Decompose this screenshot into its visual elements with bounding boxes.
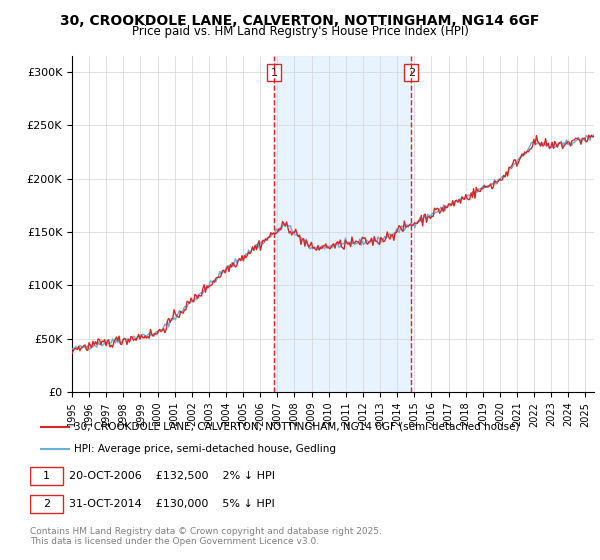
Text: 2: 2 bbox=[43, 499, 50, 509]
Text: 30, CROOKDOLE LANE, CALVERTON, NOTTINGHAM, NG14 6GF (semi-detached house): 30, CROOKDOLE LANE, CALVERTON, NOTTINGHA… bbox=[74, 422, 520, 432]
Text: 20-OCT-2006    £132,500    2% ↓ HPI: 20-OCT-2006 £132,500 2% ↓ HPI bbox=[68, 471, 275, 481]
Text: 2: 2 bbox=[408, 68, 415, 78]
FancyBboxPatch shape bbox=[30, 467, 63, 485]
Text: 31-OCT-2014    £130,000    5% ↓ HPI: 31-OCT-2014 £130,000 5% ↓ HPI bbox=[68, 499, 274, 509]
Text: Contains HM Land Registry data © Crown copyright and database right 2025.
This d: Contains HM Land Registry data © Crown c… bbox=[30, 526, 382, 546]
Text: 30, CROOKDOLE LANE, CALVERTON, NOTTINGHAM, NG14 6GF: 30, CROOKDOLE LANE, CALVERTON, NOTTINGHA… bbox=[61, 14, 539, 28]
Text: HPI: Average price, semi-detached house, Gedling: HPI: Average price, semi-detached house,… bbox=[74, 445, 336, 454]
Bar bbox=[274, 56, 412, 392]
Text: 1: 1 bbox=[43, 471, 50, 481]
Text: 1: 1 bbox=[271, 68, 277, 78]
FancyBboxPatch shape bbox=[30, 495, 63, 513]
Text: Price paid vs. HM Land Registry's House Price Index (HPI): Price paid vs. HM Land Registry's House … bbox=[131, 25, 469, 38]
